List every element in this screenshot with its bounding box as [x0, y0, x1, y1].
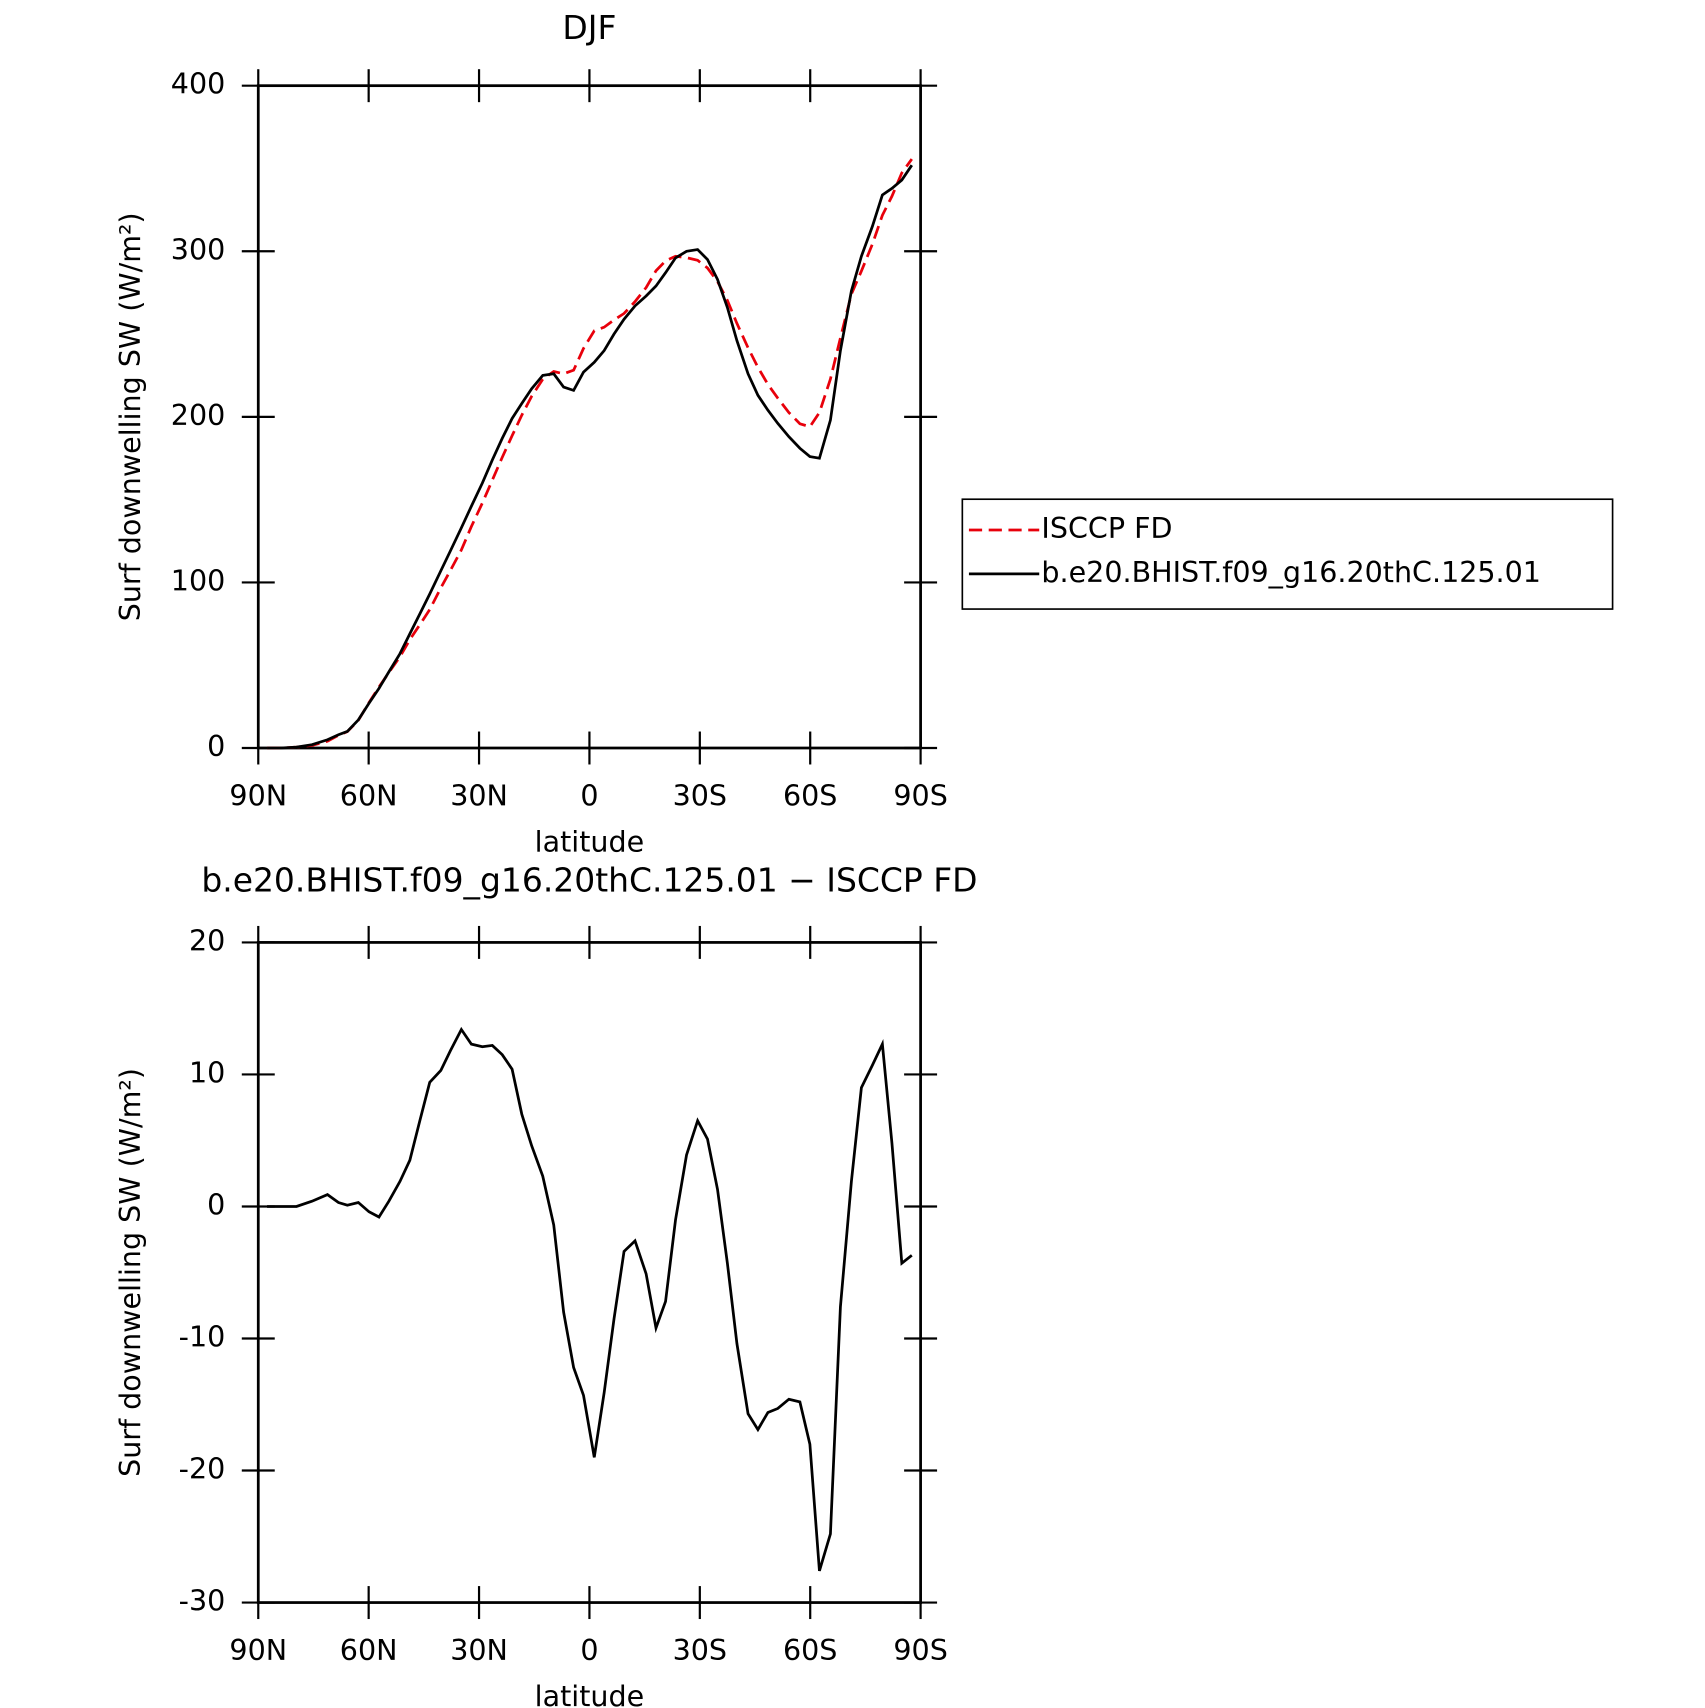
y-tick-label: -10	[179, 1320, 226, 1354]
y-tick-label: 10	[189, 1055, 225, 1089]
y-tick-label: 300	[171, 232, 226, 266]
legend-label: b.e20.BHIST.f09_g16.20thC.125.01	[1041, 555, 1541, 589]
x-tick-label: 30S	[673, 778, 727, 812]
legend: ISCCP FD b.e20.BHIST.f09_g16.20thC.125.01	[961, 498, 1614, 610]
chart-title: DJF	[562, 8, 616, 47]
plot-frame	[256, 84, 922, 750]
y-axis-label: Surf downwelling SW (W/m²)	[113, 1068, 147, 1477]
y-tick-label: 20	[189, 923, 225, 957]
data-line	[267, 158, 913, 750]
y-tick-label: 0	[207, 729, 225, 763]
x-axis-label: latitude	[535, 1679, 645, 1708]
y-tick-label: -20	[179, 1452, 226, 1486]
legend-frame	[961, 498, 1614, 610]
y-axis-label: Surf downwelling SW (W/m²)	[113, 212, 147, 621]
y-tick-label: 100	[171, 563, 226, 597]
data-line	[267, 1026, 913, 1572]
x-tick-label: 60S	[783, 778, 837, 812]
x-axis-label: latitude	[535, 825, 645, 859]
data-line	[267, 164, 913, 750]
legend-label: ISCCP FD	[1041, 511, 1172, 545]
x-tick-label: 30N	[450, 778, 508, 812]
y-tick-label: 400	[171, 67, 226, 101]
x-tick-label: 30N	[450, 1633, 508, 1667]
x-tick-label: 60N	[340, 778, 398, 812]
x-tick-label: 60N	[340, 1633, 398, 1667]
x-tick-label: 90N	[229, 778, 287, 812]
x-tick-label: 90S	[893, 778, 947, 812]
chart-title: b.e20.BHIST.f09_g16.20thC.125.01 − ISCCP…	[201, 861, 977, 900]
x-tick-label: 90N	[229, 1633, 287, 1667]
x-tick-label: 30S	[673, 1633, 727, 1667]
x-tick-label: 90S	[893, 1633, 947, 1667]
y-tick-label: 0	[207, 1187, 225, 1221]
plot-frame	[256, 941, 922, 1604]
x-tick-label: 0	[580, 1633, 598, 1667]
x-tick-label: 0	[580, 778, 598, 812]
x-tick-label: 60S	[783, 1633, 837, 1667]
y-tick-label: 200	[171, 398, 226, 432]
y-tick-label: -30	[179, 1584, 226, 1618]
